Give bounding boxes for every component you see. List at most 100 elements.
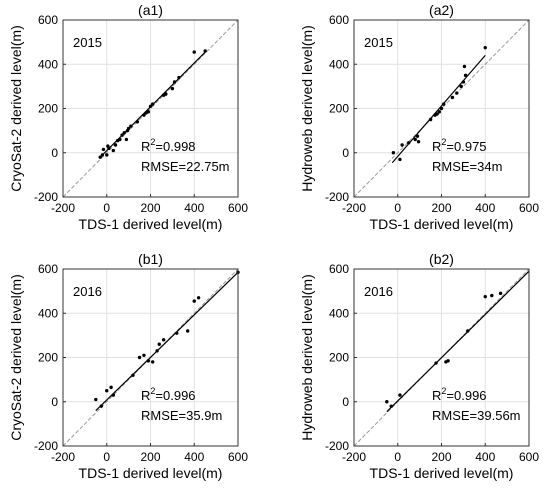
one-to-one-line — [353, 268, 530, 447]
data-point — [185, 329, 190, 333]
x-tick-label: -200 — [342, 201, 366, 215]
data-point — [122, 131, 126, 135]
data-point — [450, 95, 455, 100]
x-tick-label: 400 — [184, 450, 204, 464]
panel-title: (b2) — [429, 251, 454, 267]
data-point — [126, 126, 131, 131]
data-point — [101, 147, 106, 152]
y-tick-label: 200 — [329, 102, 349, 116]
data-point — [146, 359, 151, 363]
y-tick-label: 400 — [38, 306, 58, 320]
y-tick-label: -200 — [34, 439, 58, 453]
y-tick-label: -200 — [325, 439, 349, 453]
r-squared-annotation: R2=0.975 — [432, 137, 487, 154]
data-point — [105, 153, 109, 157]
data-point — [428, 117, 433, 122]
data-point — [389, 404, 393, 408]
y-tick-label: 400 — [38, 57, 58, 71]
x-axis-label: TDS-1 derived level(m) — [370, 216, 514, 232]
data-point — [490, 293, 494, 298]
data-point — [441, 102, 446, 106]
data-point — [196, 296, 201, 300]
y-axis-label: CryoSat-2 derived level(m) — [8, 274, 24, 441]
y-tick-label: 200 — [38, 102, 58, 116]
data-point — [129, 124, 133, 128]
y-tick-label: 600 — [38, 262, 58, 276]
x-tick-label: 400 — [475, 450, 495, 464]
one-to-one-line — [62, 19, 239, 198]
data-point — [142, 353, 146, 357]
data-point — [455, 91, 459, 95]
x-tick-label: 200 — [140, 450, 160, 464]
data-point — [434, 361, 438, 365]
data-point — [413, 137, 417, 142]
data-point — [118, 137, 122, 142]
r-squared-annotation: R2=0.998 — [141, 137, 196, 154]
data-point — [192, 50, 196, 54]
x-tick-label: 200 — [431, 450, 451, 464]
data-point — [416, 139, 421, 144]
panel-title: (a1) — [138, 2, 163, 18]
rmse-annotation: RMSE=39.56m — [432, 408, 521, 423]
x-tick-label: 200 — [140, 201, 160, 215]
regression-line — [95, 271, 239, 412]
x-tick-label: 0 — [103, 201, 110, 215]
data-point — [483, 45, 487, 50]
y-tick-label: 0 — [342, 146, 349, 160]
data-point — [148, 104, 153, 108]
x-axis-label: TDS-1 derived level(m) — [79, 465, 223, 481]
x-tick-label: 0 — [394, 201, 401, 215]
data-point — [435, 112, 439, 116]
x-tick-label: 0 — [394, 450, 401, 464]
data-point — [391, 151, 396, 155]
y-tick-label: -200 — [325, 190, 349, 204]
x-axis-label: TDS-1 derived level(m) — [370, 465, 514, 481]
y-tick-label: 0 — [51, 146, 58, 160]
data-point — [177, 75, 181, 80]
data-point — [385, 400, 389, 404]
data-point — [155, 349, 159, 353]
regression-line — [391, 55, 486, 164]
x-tick-label: 0 — [103, 450, 110, 464]
chart-panel-3: -200 0 200 400 600 -200 0 200 400 600 (b1) TDS-1 de… — [8, 251, 248, 481]
x-tick-label: -200 — [51, 201, 75, 215]
x-tick-label: -200 — [342, 450, 366, 464]
x-tick-label: 600 — [228, 201, 248, 215]
data-point — [415, 134, 420, 138]
rmse-annotation: RMSE=35.9m — [141, 408, 222, 423]
data-point — [131, 373, 135, 377]
data-point — [164, 92, 168, 96]
data-point — [111, 148, 116, 153]
panel-title: (b1) — [138, 251, 163, 267]
y-tick-label: 200 — [38, 351, 58, 365]
data-point — [461, 80, 466, 84]
data-point — [105, 388, 109, 393]
data-point — [109, 385, 113, 390]
y-tick-label: -200 — [34, 190, 58, 204]
regression-line — [386, 270, 530, 413]
y-axis-label: Hydroweb derived level(m) — [299, 274, 315, 441]
data-point — [437, 110, 442, 114]
data-point — [111, 393, 116, 397]
x-axis-label: TDS-1 derived level(m) — [79, 216, 223, 232]
data-point — [398, 157, 402, 162]
data-point — [157, 342, 161, 346]
y-tick-label: 600 — [329, 262, 349, 276]
data-point — [100, 153, 105, 157]
data-point — [161, 338, 166, 342]
data-point — [459, 84, 463, 89]
data-point — [498, 291, 503, 296]
data-point — [462, 64, 467, 69]
data-point — [406, 141, 411, 145]
data-point — [137, 355, 142, 360]
data-point — [170, 86, 175, 91]
data-point — [172, 80, 177, 84]
data-point — [483, 294, 487, 299]
data-point — [466, 329, 470, 333]
chart-panel-1: -200 0 200 400 600 -200 0 200 400 600 (a1) TDS-1 de… — [8, 2, 248, 232]
data-point — [142, 113, 146, 117]
data-point — [203, 49, 207, 53]
y-tick-label: 400 — [329, 57, 349, 71]
y-tick-label: 0 — [342, 395, 349, 409]
y-axis-label: Hydroweb derived level(m) — [299, 25, 315, 192]
